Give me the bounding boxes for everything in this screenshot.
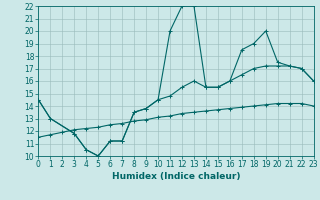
X-axis label: Humidex (Indice chaleur): Humidex (Indice chaleur)	[112, 172, 240, 181]
